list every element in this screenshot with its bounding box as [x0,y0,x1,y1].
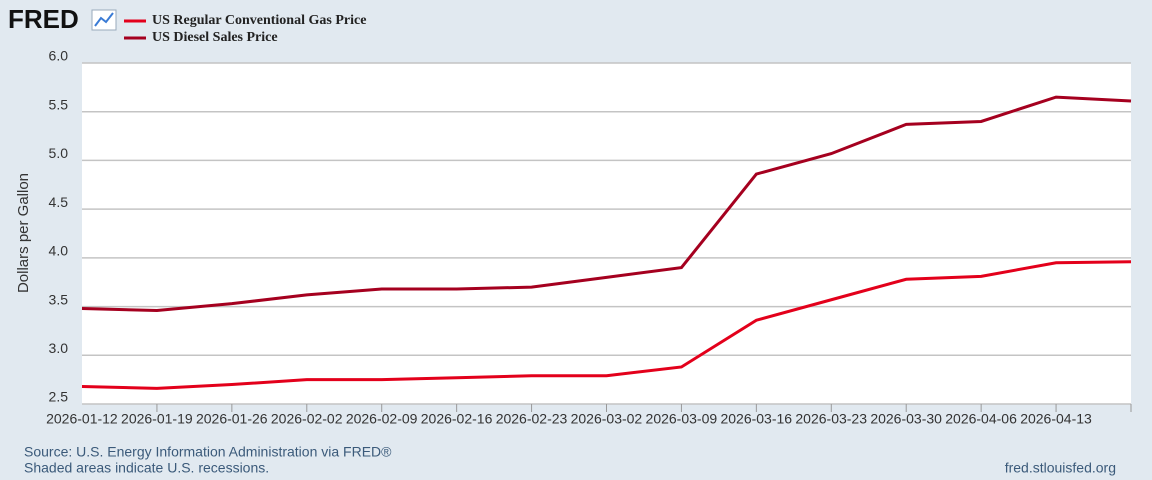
x-tick-label: 2026-04-13 [1020,411,1092,427]
x-tick-label: 2026-03-23 [795,411,867,427]
x-tick-label: 2026-01-26 [196,411,268,427]
x-tick-label: 2026-03-02 [571,411,643,427]
x-tick-label: 2026-01-19 [121,411,193,427]
legend-label: US Regular Conventional Gas Price [152,13,366,28]
x-tick-label: 2026-02-23 [496,411,568,427]
x-tick-label: 2026-02-02 [271,411,343,427]
y-tick-label: 6.0 [49,48,69,64]
y-tick-label: 5.5 [49,96,69,112]
y-tick-label: 3.0 [49,340,69,356]
plot-area [82,63,1131,404]
logo: FRED [8,4,79,34]
x-tick-label: 2026-02-16 [421,411,493,427]
y-tick-label: 4.5 [49,194,69,210]
note: Shaded areas indicate U.S. recessions. [24,460,269,476]
x-tick-label: 2026-03-16 [720,411,792,427]
y-tick-label: 2.5 [49,389,69,405]
x-tick-label: 2026-01-12 [46,411,118,427]
source: Source: U.S. Energy Information Administ… [24,444,392,460]
series-line [81,260,1132,390]
credit: fred.stlouisfed.org [1005,460,1116,476]
logo-icon [91,9,117,31]
x-tick-label: 2026-04-06 [945,411,1017,427]
series-line [81,95,1132,312]
x-tick-label: 2026-02-09 [346,411,418,427]
y-tick-label: 3.5 [49,291,69,307]
y-tick-label: 4.0 [49,243,69,259]
y-axis-label: Dollars per Gallon [15,173,32,293]
x-tick-label: 2026-03-30 [870,411,942,427]
y-tick-label: 5.0 [49,145,69,161]
x-tick-label: 2026-03-09 [646,411,718,427]
legend-label: US Diesel Sales Price [152,30,278,45]
